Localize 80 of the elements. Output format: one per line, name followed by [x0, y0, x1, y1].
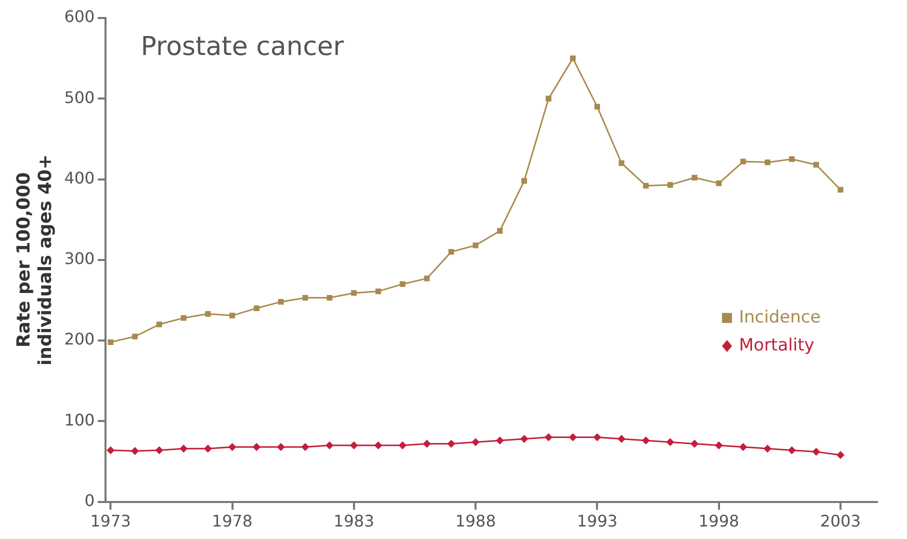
point [740, 158, 746, 164]
point [326, 294, 332, 301]
point [180, 444, 188, 453]
point [568, 433, 577, 442]
point [789, 156, 795, 162]
point [472, 438, 480, 446]
point [643, 182, 649, 189]
point [764, 444, 772, 453]
point [716, 180, 722, 186]
point [375, 288, 382, 294]
legend-label: Mortality [739, 335, 814, 356]
point [570, 55, 576, 62]
x-tick-label: 1993 [576, 512, 618, 531]
x-tick-label: 1988 [455, 512, 496, 531]
point [422, 440, 431, 448]
x-tick-label: 1978 [212, 512, 253, 531]
point [788, 446, 796, 454]
point [205, 311, 211, 317]
point [739, 442, 748, 451]
point [594, 104, 600, 110]
point [593, 433, 602, 442]
point [302, 294, 308, 301]
point [714, 441, 723, 450]
point [618, 434, 626, 443]
point [544, 433, 553, 442]
legend-label: Incidence [739, 307, 821, 328]
point [690, 440, 699, 448]
point [351, 290, 357, 296]
point [813, 162, 820, 168]
point [108, 339, 114, 345]
y-tick-label: 200 [64, 330, 95, 349]
point [278, 299, 284, 305]
point [326, 441, 334, 450]
point [301, 442, 310, 451]
point [350, 441, 358, 450]
y-tick-label: 100 [64, 410, 95, 430]
point [252, 442, 261, 451]
point [642, 436, 650, 445]
point [156, 322, 162, 328]
x-tick-label: 1998 [698, 512, 740, 531]
point [106, 446, 115, 454]
point [618, 160, 624, 166]
point [812, 448, 820, 456]
point [838, 186, 844, 193]
point [667, 182, 674, 188]
point [496, 436, 504, 445]
point [254, 305, 260, 312]
point [229, 312, 236, 318]
point [497, 228, 503, 234]
point [374, 441, 382, 450]
point [400, 281, 406, 287]
point [424, 276, 430, 282]
x-tick-label: 2003 [820, 512, 861, 531]
point [447, 440, 456, 448]
y-tick-label: 0 [84, 490, 95, 510]
point [448, 249, 454, 255]
point [155, 446, 164, 454]
point [276, 442, 285, 451]
point [666, 438, 674, 446]
y-axis-title: Rate per 100,000 individuals ages 40+ [13, 154, 56, 366]
y-tick-label: 500 [64, 88, 95, 107]
y-tick-label: 600 [64, 7, 95, 26]
x-tick-label: 1973 [90, 512, 131, 531]
y-tick-label: 300 [64, 249, 95, 268]
text: Prostate cancer [140, 32, 344, 62]
y-tick-label: 400 [64, 168, 95, 188]
point [472, 242, 478, 248]
point [764, 160, 770, 166]
point [398, 441, 407, 450]
point [692, 174, 698, 180]
point [130, 447, 139, 455]
point [521, 178, 528, 184]
point [520, 434, 528, 443]
point [180, 315, 186, 321]
point [546, 96, 552, 102]
point [204, 444, 212, 453]
point [228, 442, 236, 451]
point [132, 334, 138, 340]
point [836, 451, 845, 460]
x-tick-label: 1983 [334, 512, 374, 531]
